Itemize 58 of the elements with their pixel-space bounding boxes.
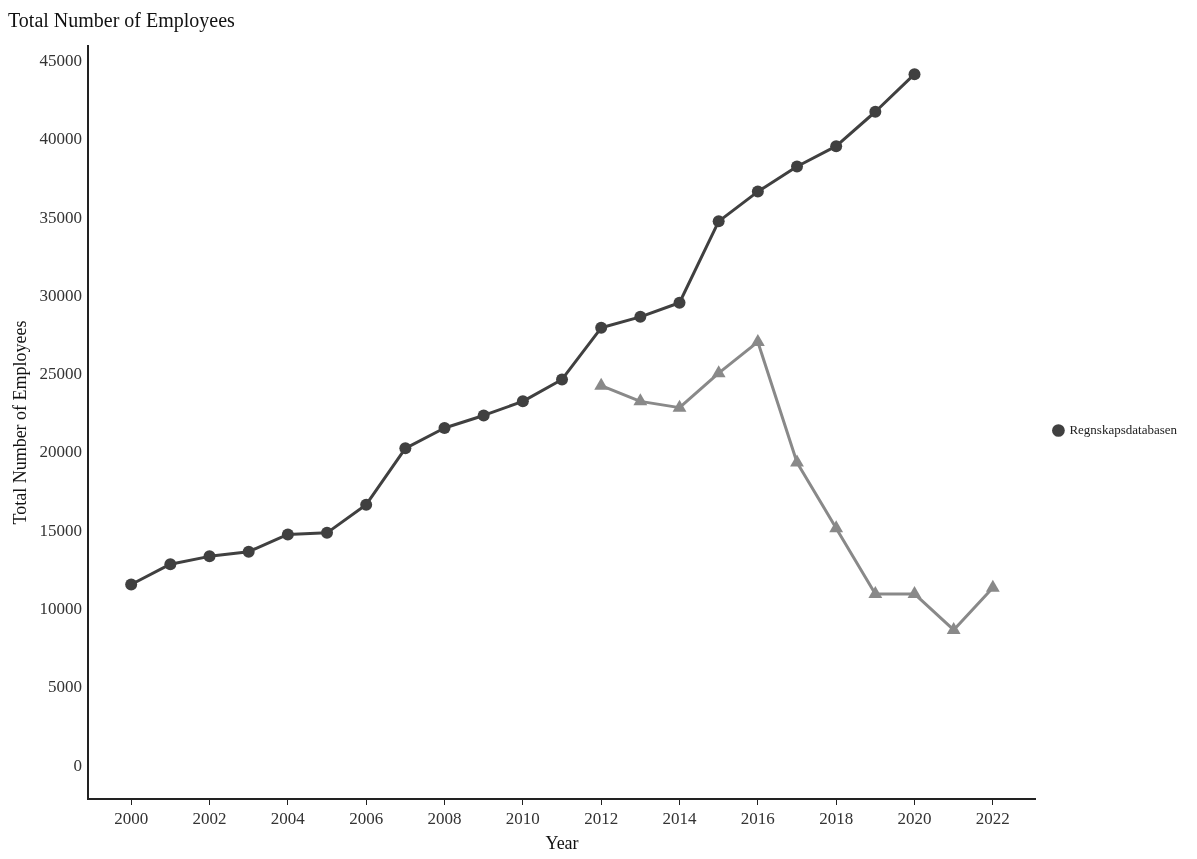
x-tick-label: 2018	[819, 808, 854, 828]
x-tick-label: 2016	[740, 808, 775, 828]
x-tick-label: 2002	[192, 808, 227, 828]
x-tick-label: 2020	[897, 808, 932, 828]
point	[712, 215, 725, 228]
point	[242, 545, 255, 558]
y-tick-label: 45000	[39, 51, 83, 71]
point	[946, 621, 961, 634]
x-tick-label: 2012	[584, 808, 619, 828]
point	[360, 498, 373, 511]
point	[672, 399, 687, 412]
y-tick-label: 25000	[39, 364, 83, 384]
point	[750, 333, 765, 346]
point	[633, 393, 648, 406]
point	[125, 578, 138, 591]
point	[673, 296, 686, 309]
point	[751, 185, 764, 198]
point	[477, 409, 490, 422]
point	[907, 585, 922, 598]
x-tick-label: 2000	[114, 808, 149, 828]
x-tick-label: 2022	[975, 808, 1010, 828]
point	[985, 579, 1000, 592]
y-tick-label: 10000	[39, 599, 83, 619]
point	[869, 105, 882, 118]
y-tick-label: 0	[73, 755, 83, 775]
x-axis-title: Year	[545, 832, 579, 853]
x-tick-label: 2008	[427, 808, 462, 828]
x-tick-label: 2004	[270, 808, 306, 828]
point	[203, 550, 216, 563]
point	[868, 585, 883, 598]
y-axis-title: Total Number of Employees	[9, 320, 30, 525]
point	[281, 528, 294, 541]
point	[790, 454, 804, 467]
x-tick-label: 2010	[505, 808, 540, 828]
point	[829, 520, 844, 533]
point	[438, 421, 451, 434]
point	[399, 442, 412, 455]
point	[830, 140, 843, 153]
x-tick-label: 2014	[662, 808, 698, 828]
point	[321, 526, 334, 539]
point	[556, 373, 569, 386]
point	[164, 558, 177, 571]
point	[791, 160, 804, 173]
point	[711, 365, 726, 378]
y-tick-label: 15000	[39, 520, 83, 540]
point	[594, 377, 609, 390]
point	[595, 321, 608, 334]
point	[516, 395, 529, 408]
point	[908, 68, 921, 81]
y-tick-label: 40000	[39, 129, 83, 149]
x-tick-label: 2006	[349, 808, 384, 828]
y-tick-label: 5000	[48, 677, 83, 697]
point	[634, 310, 647, 323]
y-tick-label: 30000	[39, 285, 83, 305]
legend-label: Regnskapsdatabasen	[1069, 421, 1178, 437]
chart-title: Total Number of Employees	[8, 9, 236, 33]
y-tick-label: 20000	[39, 442, 83, 462]
y-tick-label: 35000	[39, 207, 83, 227]
